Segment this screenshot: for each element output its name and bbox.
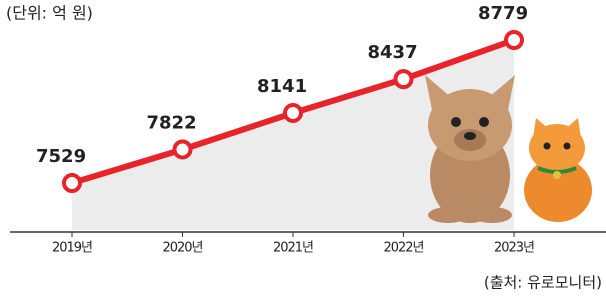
page: {"chart_data": {"type": "line", "subtitl…	[0, 0, 606, 298]
marker	[175, 141, 191, 157]
value-label: 7822	[147, 112, 197, 133]
unit-label: (단위: 억 원)	[6, 4, 93, 23]
marker	[506, 32, 522, 48]
value-label: 7529	[36, 146, 86, 167]
marker	[64, 175, 80, 191]
x-tick-label: 2023년	[494, 241, 534, 256]
x-tick-label: 2020년	[162, 241, 202, 256]
x-tick-label: 2021년	[273, 241, 313, 256]
x-tick-label: 2022년	[383, 241, 423, 256]
x-tick-label: 2019년	[52, 241, 92, 256]
source-label: (출처: 유로모니터)	[484, 274, 602, 292]
value-label: 8437	[368, 42, 418, 63]
chart: (단위: 억 원) (출처: 유로모니터) 7529 2019년 7822 2020년…	[0, 0, 606, 298]
marker	[396, 71, 412, 87]
value-label: 8141	[257, 76, 307, 97]
value-label: 8779	[478, 3, 528, 24]
marker	[285, 105, 301, 121]
